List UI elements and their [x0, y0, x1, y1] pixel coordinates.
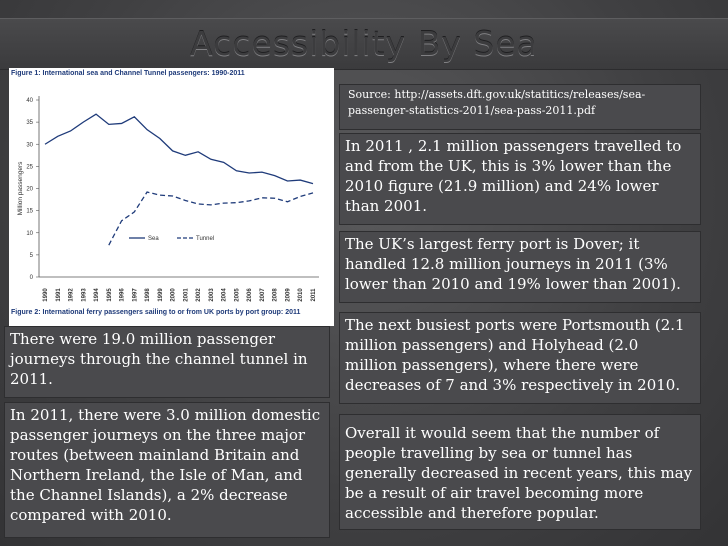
conclusion-box: Overall it would seem that the number of… — [339, 414, 701, 530]
conclusion-text: Overall it would seem that the number of… — [345, 424, 693, 522]
x-tick-label: 2010 — [298, 288, 304, 302]
legend-label-sea: Sea — [148, 236, 159, 242]
x-tick-label: 1998 — [145, 288, 151, 302]
fact-box-passengers: In 2011 , 2.1 million passengers travell… — [339, 133, 701, 225]
x-tick-label: 2006 — [247, 288, 253, 302]
y-tick-label: 10 — [26, 231, 33, 237]
x-tick-label: 2001 — [183, 288, 189, 302]
x-tick-label: 1990 — [43, 288, 49, 302]
y-axis-label: Million passengers — [17, 161, 24, 216]
x-tick-label: 2009 — [285, 288, 291, 302]
x-tick-label: 2007 — [260, 288, 266, 302]
y-tick-label: 5 — [30, 253, 34, 259]
slide-title: Accessibility By Sea — [190, 24, 538, 63]
source-box: Source: http://assets.dft.gov.uk/statiti… — [339, 84, 701, 130]
series-line-sea — [44, 113, 314, 185]
x-tick-label: 1997 — [132, 288, 138, 302]
domestic-box: In 2011, there were 3.0 million domestic… — [4, 402, 330, 538]
x-tick-label: 1991 — [56, 288, 62, 302]
fact-box-other-ports: The next busiest ports were Portsmouth (… — [339, 312, 701, 404]
series-line-tunnel — [108, 191, 314, 246]
y-tick-label: 20 — [26, 187, 33, 193]
x-tick-label: 1993 — [81, 288, 87, 302]
x-tick-label: 1995 — [107, 288, 113, 302]
x-tick-label: 2004 — [222, 288, 228, 302]
legend-label-tunnel: Tunnel — [196, 236, 214, 242]
y-tick-label: 40 — [26, 98, 33, 104]
x-tick-label: 2005 — [234, 288, 240, 302]
x-tick-label: 1992 — [69, 288, 75, 302]
x-tick-label: 1999 — [158, 288, 164, 302]
x-tick-label: 2000 — [171, 288, 177, 302]
x-tick-label: 1994 — [94, 288, 100, 302]
x-tick-label: 1996 — [120, 288, 126, 302]
tunnel-box: There were 19.0 million passenger journe… — [4, 326, 330, 398]
y-tick-label: 30 — [26, 142, 33, 148]
chart-panel: Figure 1: International sea and Channel … — [9, 68, 334, 326]
title-banner — [0, 18, 728, 70]
figure1-title: Figure 1: International sea and Channel … — [11, 70, 245, 77]
x-tick-label: 2011 — [311, 288, 317, 302]
y-tick-label: 35 — [26, 120, 33, 126]
y-tick-label: 15 — [26, 209, 33, 215]
line-chart: 0 5 10 15 20 25 30 35 40 Million passengers 1990 19… — [17, 96, 319, 302]
fact-box-dover: The UK’s largest ferry port is Dover; it… — [339, 231, 701, 303]
y-tick-label: 25 — [26, 164, 33, 170]
y-tick-label: 0 — [30, 275, 34, 281]
x-tick-label: 2003 — [209, 288, 215, 302]
x-tick-label: 2002 — [196, 288, 202, 302]
figure2-title: Figure 2: International ferry passengers… — [11, 309, 301, 316]
x-tick-label: 2008 — [273, 288, 279, 302]
